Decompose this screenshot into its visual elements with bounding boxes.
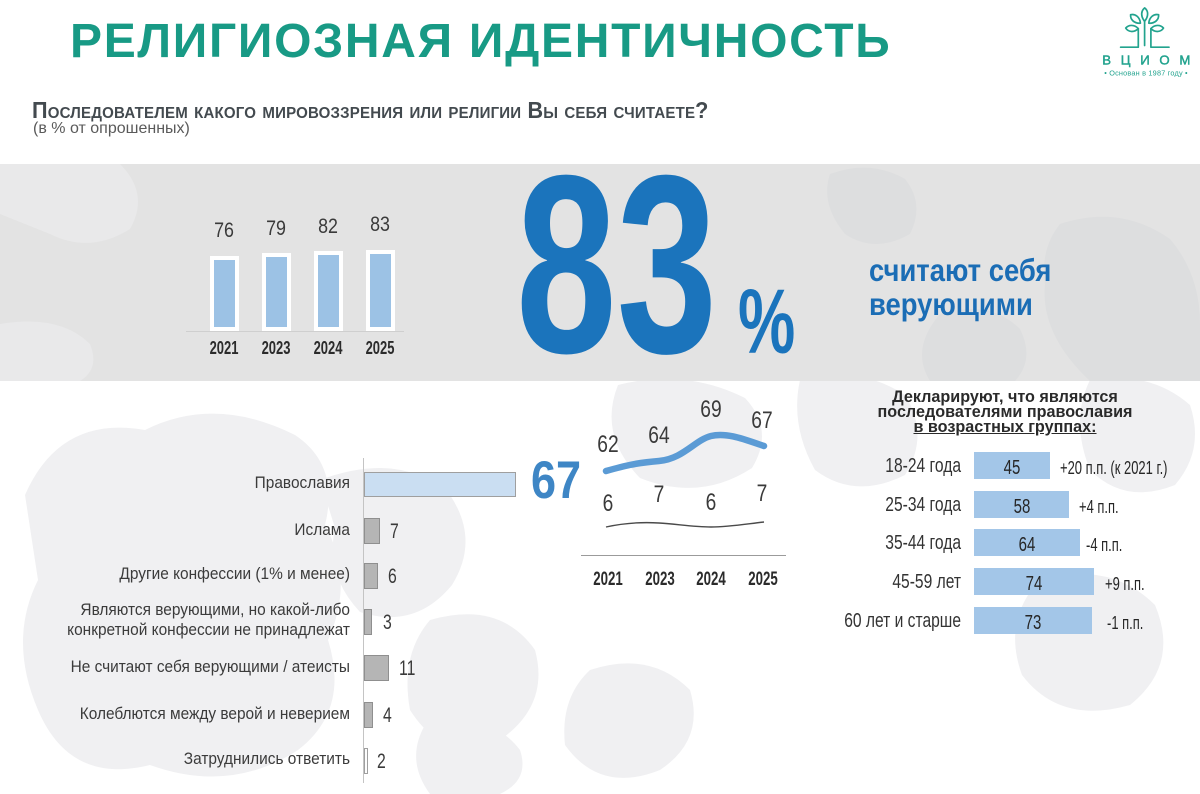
svg-text:• Основан в 1987 году •: • Основан в 1987 году • xyxy=(1104,68,1188,77)
svg-text:ВЦИОМ: ВЦИОМ xyxy=(1102,52,1200,67)
